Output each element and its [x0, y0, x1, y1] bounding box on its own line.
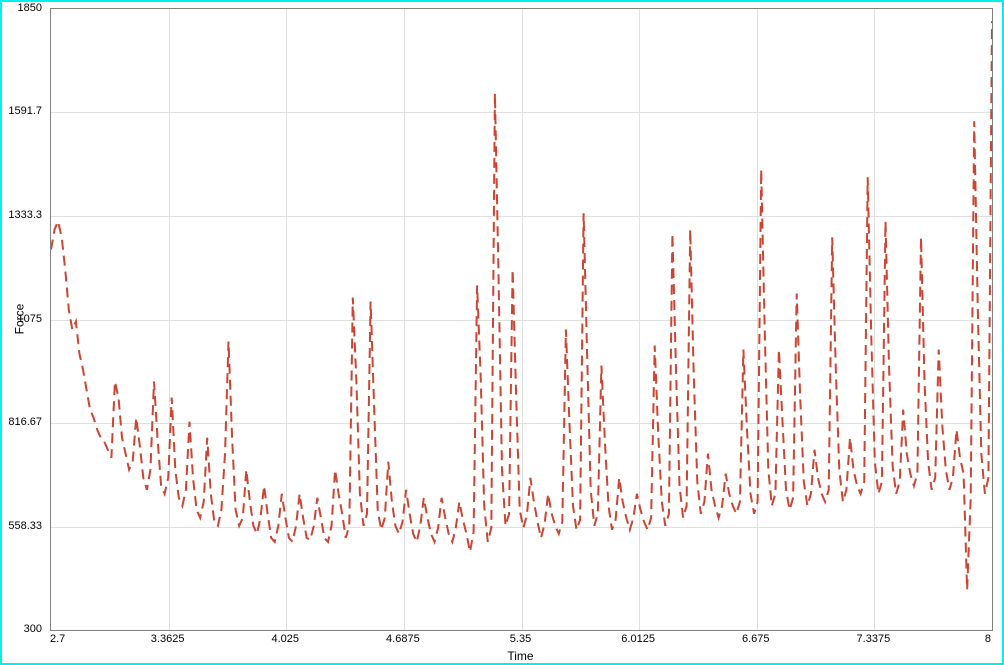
x-tick-label: 7.3375 [857, 633, 891, 645]
x-axis-label: Time [507, 649, 533, 663]
plot-area [50, 8, 993, 631]
y-tick-label: 558.33 [8, 520, 42, 532]
y-tick-label: 1591.7 [8, 105, 42, 117]
x-tick-label: 6.675 [742, 633, 770, 645]
force-series-line [51, 21, 992, 590]
x-tick-label: 8 [985, 633, 991, 645]
x-tick-label: 6.0125 [621, 633, 655, 645]
chart-container: Time Force 2.73.36254.0254.68755.356.012… [0, 0, 1004, 665]
y-tick-label: 1333.3 [8, 209, 42, 221]
chart-svg [51, 9, 992, 630]
x-tick-label: 4.025 [271, 633, 299, 645]
y-tick-label: 1075 [18, 313, 42, 325]
x-tick-label: 5.35 [510, 633, 531, 645]
y-tick-label: 816.67 [8, 416, 42, 428]
x-tick-label: 4.6875 [386, 633, 420, 645]
y-tick-label: 300 [24, 623, 42, 635]
x-tick-label: 2.7 [50, 633, 65, 645]
y-tick-label: 1850 [18, 2, 42, 14]
x-tick-label: 3.3625 [151, 633, 185, 645]
